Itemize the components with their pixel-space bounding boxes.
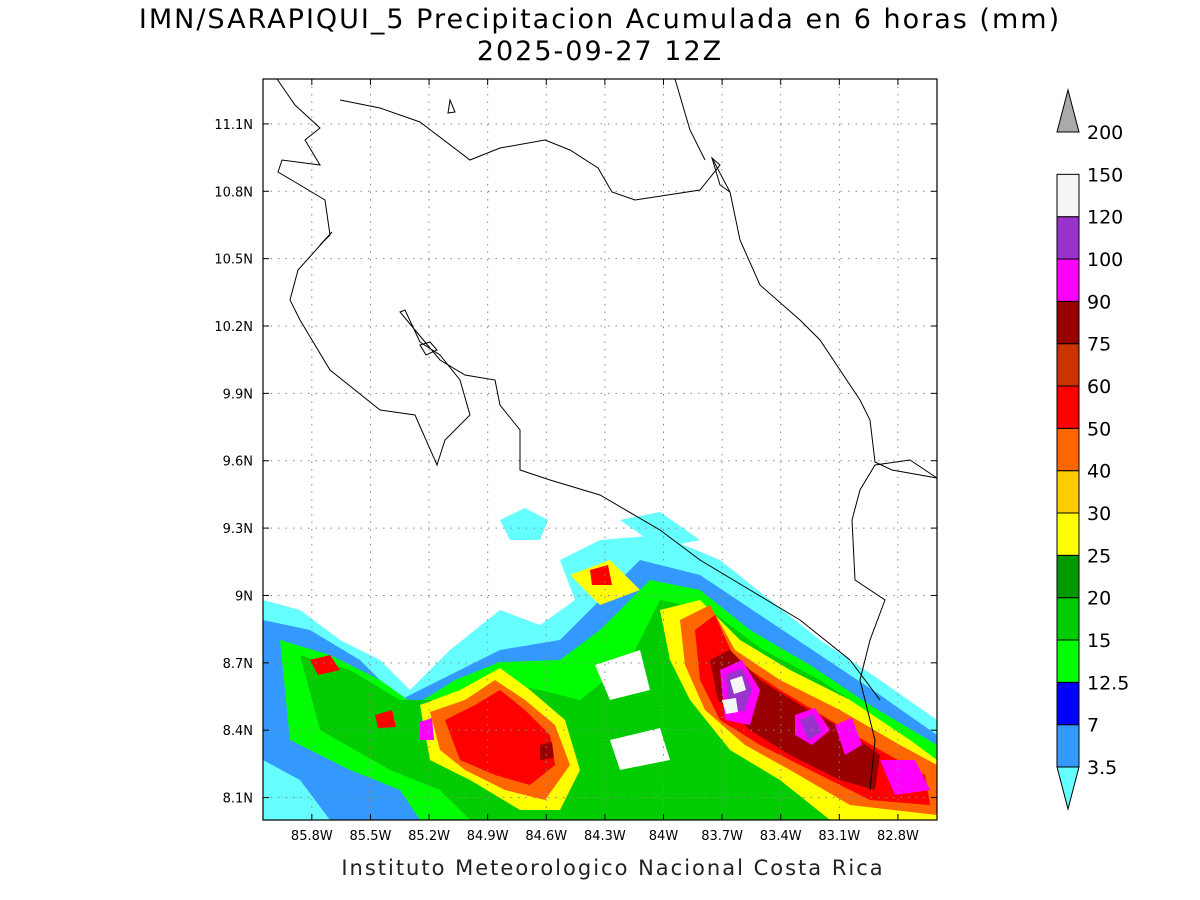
colorbar-swatch: [1056, 639, 1080, 683]
rain-60mm-patch2: [590, 565, 612, 585]
lat-tick-label: 8.7N: [223, 657, 253, 672]
colorbar-label: 15: [1087, 630, 1111, 652]
lon-tick-label: 83.7W: [701, 829, 743, 844]
colorbar-swatch: [1056, 597, 1080, 641]
lon-tick-label: 85.8W: [291, 829, 333, 844]
colorbar-label: 7: [1087, 715, 1099, 737]
rain-area-north: [500, 508, 548, 540]
map-valid-time: 2025-09-27 12Z: [476, 36, 724, 67]
colorbar-arrow-low: [1056, 766, 1080, 811]
pacific-coast: [276, 78, 881, 701]
peninsula-coast: [674, 78, 706, 161]
rain-200mm-2: [722, 698, 738, 714]
colorbar: 3.5 7 12.5 15 20 25 30 40 50 60 75 90 100 120 150 200: [1056, 88, 1129, 811]
colorbar-label: 3.5: [1087, 757, 1117, 779]
colorbar-label: 50: [1087, 418, 1111, 440]
lat-tick-label: 10.5N: [214, 253, 253, 268]
rain-60mm: [445, 690, 555, 785]
lat-tick-label: 10.2N: [214, 320, 253, 335]
lon-tick-label: 84W: [649, 829, 679, 844]
colorbar-label: 100: [1087, 249, 1123, 271]
lon-tick-label: 83.1W: [818, 829, 860, 844]
caribbean-coast: [711, 157, 938, 479]
rain-60mm-patch3: [375, 710, 396, 728]
colorbar-swatch: [1056, 427, 1080, 472]
colorbar-swatch: [1056, 681, 1080, 726]
colorbar-swatch: [1056, 173, 1080, 218]
lon-tick-label: 82.8W: [877, 829, 919, 844]
colorbar-swatch: [1056, 385, 1080, 429]
latitude-axis: 8.1N 8.4N 8.7N 9N 9.3N 9.6N 9.9N 10.2N 10.5N 10.8…: [214, 118, 937, 807]
lon-tick-label: 83.4W: [760, 829, 802, 844]
lon-tick-label: 85.2W: [408, 829, 450, 844]
lat-tick-label: 11.1N: [214, 118, 253, 133]
colorbar-swatch: [1056, 343, 1080, 387]
colorbar-label: 150: [1087, 164, 1123, 186]
colorbar-swatch: [1056, 512, 1080, 556]
northern-border: [339, 99, 731, 201]
colorbar-label: 25: [1087, 545, 1111, 567]
colorbar-label: 120: [1087, 207, 1123, 229]
coastlines: [276, 78, 938, 791]
rain-200mm: [730, 676, 746, 694]
colorbar-label: 60: [1087, 376, 1111, 398]
colorbar-arrow-high: [1056, 88, 1080, 133]
colorbar-swatch: [1056, 724, 1080, 768]
lat-tick-label: 9.3N: [223, 522, 253, 537]
rain-90mm-west: [540, 742, 554, 760]
map-title: IMN/SARAPIQUI_5 Precipitacion Acumulada …: [138, 4, 1062, 35]
rain-100mm-5: [420, 718, 434, 740]
lat-tick-label: 8.4N: [223, 724, 253, 739]
footer-credit: Instituto Meteorologico Nacional Costa R…: [341, 856, 885, 880]
lon-tick-label: 84.9W: [467, 829, 509, 844]
map-frame: [262, 78, 938, 821]
rain-60mm-patch: [310, 655, 340, 675]
rain-100mm-4: [880, 760, 930, 795]
colorbar-label: 40: [1087, 461, 1111, 483]
colorbar-label: 12.5: [1087, 672, 1129, 694]
lat-tick-label: 8.1N: [223, 792, 253, 807]
colorbar-swatch: [1056, 300, 1080, 345]
colorbar-label: 30: [1087, 503, 1111, 525]
colorbar-swatch: [1056, 258, 1080, 302]
colorbar-swatch: [1056, 470, 1080, 514]
lat-tick-label: 9.9N: [223, 387, 253, 402]
rain-100mm-3: [835, 718, 862, 755]
lon-tick-label: 85.5W: [350, 829, 392, 844]
panama-border: [851, 459, 938, 791]
lake-nicaragua: [447, 98, 456, 114]
longitude-axis: 85.8W 85.5W 85.2W 84.9W 84.6W 84.3W 84W 83.7W 83…: [291, 79, 919, 844]
lon-tick-label: 84.3W: [584, 829, 626, 844]
colorbar-label: 90: [1087, 291, 1111, 313]
gulf-island: [419, 341, 438, 356]
colorbar-swatch: [1056, 216, 1080, 260]
colorbar-swatch: [1056, 554, 1080, 599]
lat-tick-label: 9.6N: [223, 455, 253, 470]
rain-150mm-2: [800, 714, 822, 740]
lat-tick-label: 9N: [235, 589, 253, 604]
colorbar-label: 75: [1087, 334, 1111, 356]
precipitation-field: [263, 508, 937, 820]
colorbar-label: 200: [1087, 122, 1123, 144]
dry-pocket-2: [610, 728, 670, 770]
lon-tick-label: 84.6W: [525, 829, 567, 844]
lat-tick-label: 10.8N: [214, 185, 253, 200]
colorbar-label: 20: [1087, 588, 1111, 610]
